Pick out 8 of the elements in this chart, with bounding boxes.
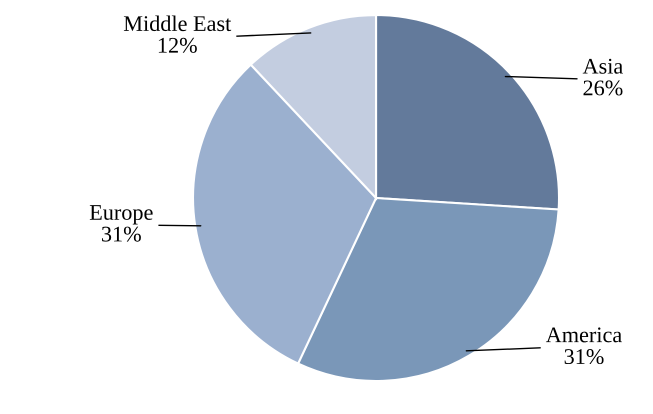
slice-label: America [546,327,622,342]
data-label: 31% [102,226,141,242]
data-label: 31% [564,349,604,364]
slice-label: Middle East [124,15,232,32]
data-label: 26% [584,80,623,96]
slice-label: Asia [582,58,623,74]
slice-label: Europe [90,205,153,224]
data-label: 12% [158,38,197,53]
